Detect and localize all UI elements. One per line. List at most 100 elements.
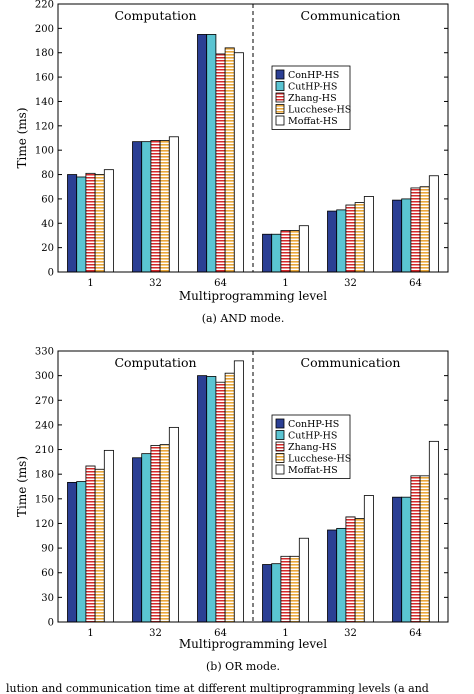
legend-swatch-conhp-hs: [275, 418, 285, 429]
y-tick-label: 60: [41, 194, 54, 205]
y-tick-label: 100: [35, 146, 54, 157]
x-tick-label: 1: [282, 628, 288, 639]
bar-lucchese-hs-computation-64: [224, 47, 235, 273]
y-tick-label: 150: [35, 494, 54, 505]
legend-swatch-cuthp-hs: [275, 81, 285, 91]
bar-zhang-hs-communication-1: [280, 555, 291, 623]
bar-cuthp-hs-communication-32: [336, 209, 347, 273]
y-axis-label: Time (ms): [15, 107, 29, 168]
bar-conhp-hs-computation-64: [197, 375, 208, 623]
bar-cuthp-hs-communication-64: [401, 198, 412, 273]
y-tick-label: 0: [48, 268, 54, 279]
legend-label-lucchese-hs: Lucchese-HS: [288, 105, 351, 116]
legend: ConHP-HSCutHP-HSZhang-HSLucchese-HSMoffa…: [271, 414, 351, 479]
bar-cuthp-hs-computation-1: [76, 176, 87, 273]
bar-conhp-hs-communication-1: [262, 233, 273, 273]
legend-label-zhang-hs: Zhang-HS: [288, 93, 337, 104]
x-tick-label: 32: [149, 628, 162, 639]
bar-lucchese-hs-computation-32: [159, 140, 170, 273]
section-title-communication: Communication: [301, 355, 401, 370]
x-tick-label: 1: [87, 278, 93, 289]
bar-cuthp-hs-computation-1: [76, 481, 87, 623]
y-tick-label: 300: [35, 371, 54, 382]
bar-zhang-hs-communication-64: [410, 475, 421, 623]
bar-zhang-hs-computation-1: [85, 172, 96, 273]
bar-lucchese-hs-communication-64: [419, 186, 430, 273]
bar-cuthp-hs-communication-1: [271, 563, 282, 623]
y-tick-label: 20: [41, 243, 54, 254]
bar-conhp-hs-communication-1: [262, 564, 273, 623]
y-tick-label: 80: [41, 170, 54, 181]
bar-moffat-hs-computation-32: [168, 136, 179, 273]
legend-label-zhang-hs: Zhang-HS: [288, 442, 337, 453]
bar-cuthp-hs-communication-32: [336, 527, 347, 623]
bar-lucchese-hs-communication-32: [354, 518, 365, 623]
plot-frame: [57, 350, 449, 623]
bar-zhang-hs-computation-32: [150, 445, 161, 623]
y-tick-label: 200: [35, 24, 54, 35]
x-tick-label: 1: [87, 628, 93, 639]
bar-moffat-hs-communication-64: [428, 440, 439, 623]
footer-text: lution and communication time at differe…: [6, 682, 429, 694]
bar-moffat-hs-communication-1: [298, 537, 309, 623]
bar-zhang-hs-computation-64: [215, 53, 226, 273]
legend-swatch-lucchese-hs: [275, 453, 285, 463]
y-tick-label: 30: [41, 593, 54, 604]
legend-swatch-zhang-hs: [275, 92, 285, 103]
bar-cuthp-hs-computation-64: [206, 376, 217, 623]
bar-conhp-hs-computation-32: [132, 457, 143, 623]
section-title-computation: Computation: [114, 355, 196, 370]
y-tick-label: 220: [35, 0, 54, 11]
legend: ConHP-HSCutHP-HSZhang-HSLucchese-HSMoffa…: [271, 65, 351, 130]
bar-zhang-hs-communication-64: [410, 187, 421, 273]
legend-label-conhp-hs: ConHP-HS: [288, 419, 339, 430]
bar-lucchese-hs-computation-64: [224, 372, 235, 623]
y-tick-label: 90: [41, 544, 54, 555]
y-tick-label: 330: [35, 347, 54, 358]
legend-box: [271, 65, 351, 130]
bar-cuthp-hs-computation-32: [141, 453, 152, 623]
bar-zhang-hs-computation-32: [150, 140, 161, 273]
x-tick-label: 32: [149, 278, 162, 289]
bar-conhp-hs-communication-32: [327, 210, 338, 273]
bar-conhp-hs-communication-32: [327, 529, 338, 623]
bar-conhp-hs-computation-1: [67, 481, 78, 623]
y-tick-label: 160: [35, 73, 54, 84]
chart-or-mode: 0 30 60 90 120 150 180 210 240 270 300 330 Time (ms)…: [15, 347, 449, 673]
y-tick-label: 40: [41, 219, 54, 230]
y-tick-label: 210: [35, 445, 54, 456]
legend-label-conhp-hs: ConHP-HS: [288, 70, 339, 81]
bar-cuthp-hs-communication-1: [271, 233, 282, 273]
bar-cuthp-hs-communication-64: [401, 496, 412, 623]
bar-lucchese-hs-communication-1: [289, 555, 300, 623]
bar-conhp-hs-communication-64: [392, 199, 403, 273]
x-tick-label: 64: [409, 278, 422, 289]
plot-frame: [57, 3, 449, 273]
legend-label-moffat-hs: Moffat-HS: [288, 116, 338, 127]
bar-lucchese-hs-computation-1: [94, 468, 105, 623]
chart-caption: (b) OR mode.: [206, 660, 280, 673]
section-title-communication: Communication: [301, 8, 401, 23]
bar-lucchese-hs-computation-1: [94, 174, 105, 273]
y-tick-label: 120: [35, 121, 54, 132]
bar-zhang-hs-communication-32: [345, 204, 356, 273]
legend-swatch-cuthp-hs: [275, 430, 285, 440]
bar-zhang-hs-computation-64: [215, 381, 226, 623]
bar-lucchese-hs-communication-1: [289, 230, 300, 273]
x-tick-label: 64: [214, 628, 227, 639]
chart-and-mode: 0 20 40 60 80 100 120 140 160 180 200 220 Time (ms) C…: [15, 0, 449, 325]
legend-swatch-conhp-hs: [275, 69, 285, 80]
y-tick-label: 120: [35, 519, 54, 530]
bar-conhp-hs-computation-1: [67, 174, 78, 273]
y-tick-label: 240: [35, 420, 54, 431]
y-tick-label: 60: [41, 568, 54, 579]
x-tick-label: 1: [282, 278, 288, 289]
y-axis-label: Time (ms): [15, 456, 29, 517]
bar-moffat-hs-communication-64: [428, 175, 439, 273]
bar-lucchese-hs-computation-32: [159, 444, 170, 623]
bar-lucchese-hs-communication-32: [354, 202, 365, 273]
legend-label-cuthp-hs: CutHP-HS: [288, 431, 337, 442]
bar-moffat-hs-computation-1: [103, 449, 114, 623]
y-tick-label: 180: [35, 48, 54, 59]
